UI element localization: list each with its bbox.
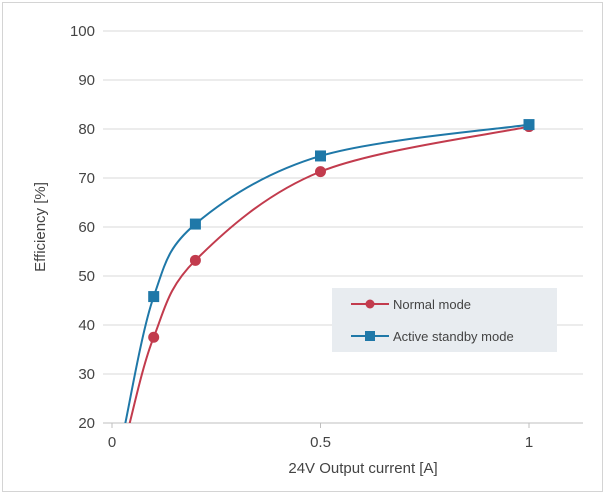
y-tick-label: 40 [78,317,95,334]
series-line-0 [128,125,530,423]
legend: Normal mode Active standby mode [332,288,557,352]
data-point-circle [148,331,160,343]
y-axis-title: Efficiency [%] [32,182,49,272]
data-point-circle [315,166,326,178]
data-point-square [148,291,160,303]
series-line-1 [124,123,530,423]
x-axis-title: 24V Output current [A] [288,460,437,477]
y-tick-label: 50 [78,268,95,285]
markers-group [148,119,535,343]
legend-label-standby: Active standby mode [393,329,514,344]
data-point-circle [189,254,201,266]
legend-box [332,288,557,352]
chart-frame: 20 30 40 50 60 70 80 90 100 0 0.5 1 Efficiency [%] … [2,2,603,492]
x-tick-label: 0 [108,434,116,451]
data-point-square [523,119,535,131]
data-point-square [189,218,201,230]
axes: 20 30 40 50 60 70 80 90 100 0 0.5 1 [70,23,583,451]
y-tick-label: 30 [78,366,95,383]
y-tick-label: 20 [78,415,95,432]
legend-marker-normal [365,299,375,309]
y-tick-label: 80 [78,121,95,138]
series-group [124,123,530,423]
y-tick-label: 90 [78,72,95,89]
y-tick-label: 60 [78,219,95,236]
x-tick-label: 1 [525,434,533,451]
x-tick-label: 0.5 [310,434,331,451]
legend-marker-standby [365,331,375,341]
data-point-square [315,150,326,162]
y-tick-label: 70 [78,170,95,187]
legend-label-normal: Normal mode [393,297,471,312]
gridlines [103,30,583,424]
y-tick-label: 100 [70,23,95,40]
